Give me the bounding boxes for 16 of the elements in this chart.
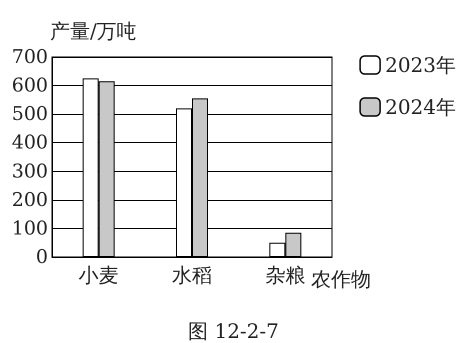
x-axis-title: 农作物 bbox=[311, 267, 372, 291]
y-axis-title: 产量/万吨 bbox=[50, 19, 137, 43]
y-tick-label: 300 bbox=[12, 160, 48, 182]
y-tick-label: 0 bbox=[36, 246, 48, 268]
legend-label: 2024年 bbox=[385, 95, 456, 119]
y-tick-label: 400 bbox=[12, 132, 48, 154]
x-tick-label: 水稻 bbox=[172, 263, 212, 287]
y-tick-label: 100 bbox=[12, 217, 48, 240]
y-tick-label: 700 bbox=[12, 46, 48, 68]
x-tick-label: 杂粮 bbox=[265, 263, 306, 287]
y-tick-label: 200 bbox=[12, 188, 48, 211]
x-tick-label: 小麦 bbox=[78, 263, 119, 287]
y-tick-label: 500 bbox=[12, 103, 48, 126]
caption: 图 12-2-7 bbox=[188, 319, 279, 343]
y-tick-label: 600 bbox=[12, 74, 48, 97]
legend-label: 2023年 bbox=[385, 53, 456, 77]
